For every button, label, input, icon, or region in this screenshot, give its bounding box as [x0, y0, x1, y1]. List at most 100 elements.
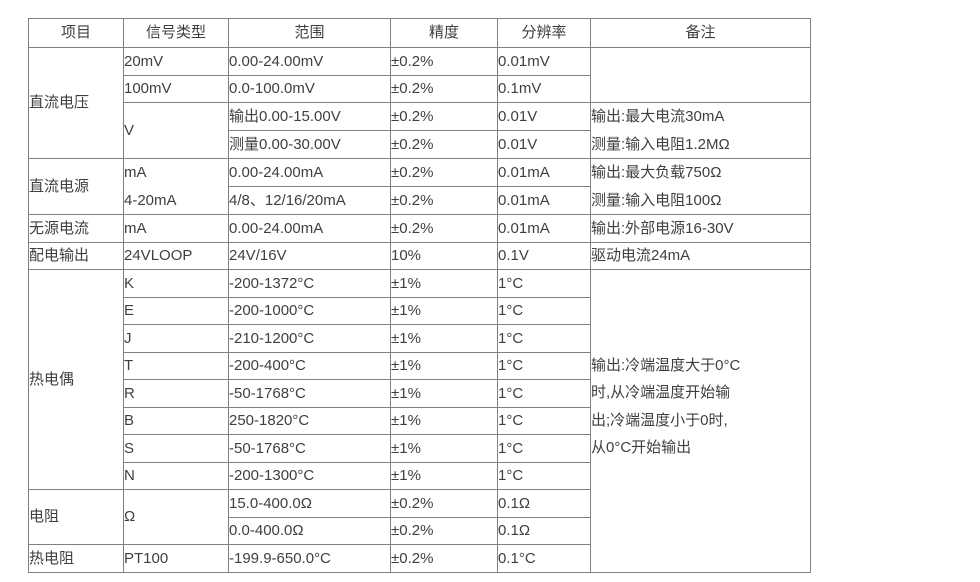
item-cell: 电阻: [28, 489, 124, 545]
resolution-cell: 0.1mV: [497, 74, 591, 103]
accuracy-cell: ±0.2%: [390, 544, 498, 573]
resolution-cell: 1°C: [497, 296, 591, 325]
item-cell: 无源电流: [28, 214, 124, 243]
col-header-range: 范围: [228, 18, 391, 48]
signal-cell: mA: [123, 214, 229, 243]
resolution-cell: 0.01V: [497, 130, 591, 159]
accuracy-cell: ±0.2%: [390, 130, 498, 159]
item-cell: 直流电源: [28, 158, 124, 215]
note-cell: 驱动电流24mA: [590, 241, 811, 270]
signal-cell: 100mV: [123, 74, 229, 103]
range-cell: 15.0-400.0Ω: [228, 489, 391, 518]
range-cell: -200-1300°C: [228, 461, 391, 490]
table-row: 0.0-400.0Ω ±0.2% 0.1Ω: [29, 516, 811, 545]
range-cell: 24V/16V: [228, 241, 391, 270]
item-cell: 热电阻: [28, 544, 124, 573]
range-cell: 0.00-24.00mA: [228, 158, 391, 187]
accuracy-cell: ±0.2%: [390, 102, 498, 131]
note-line: 从0°C开始输出: [591, 439, 692, 457]
resolution-cell: 0.01V: [497, 102, 591, 131]
resolution-cell: 1°C: [497, 434, 591, 463]
accuracy-cell: ±1%: [390, 434, 498, 463]
range-cell: -50-1768°C: [228, 379, 391, 408]
note-line: 时,从冷端温度开始输: [591, 384, 731, 402]
signal-line: mA: [124, 164, 147, 182]
resolution-cell: 0.01mA: [497, 158, 591, 187]
accuracy-cell: ±1%: [390, 269, 498, 298]
signal-cell: S: [123, 434, 229, 463]
signal-cell: mA 4-20mA: [123, 158, 229, 215]
note-line: 输出:冷端温度大于0°C: [591, 356, 741, 374]
col-header-item: 项目: [28, 18, 124, 48]
range-cell: -210-1200°C: [228, 324, 391, 353]
accuracy-cell: 10%: [390, 241, 498, 270]
item-cell: 配电输出: [28, 241, 124, 270]
signal-cell: N: [123, 461, 229, 490]
header-row: 项目 信号类型 范围 精度 分辨率 备注: [28, 18, 811, 48]
table-row: 热电阻 PT100 -199.9-650.0°C ±0.2% 0.1°C: [28, 544, 811, 573]
signal-cell: B: [123, 406, 229, 435]
col-header-accuracy: 精度: [390, 18, 498, 48]
spec-table-container: 项目 信号类型 范围 精度 分辨率 备注 直流电压 20mV 0.00-24.0…: [28, 18, 811, 573]
accuracy-cell: ±1%: [390, 351, 498, 380]
table-row: T -200-400°C ±1% 1°C: [29, 351, 811, 380]
item-cell: 热电偶: [28, 269, 124, 490]
note-cell: 输出:外部电源16-30V: [590, 214, 811, 243]
signal-line: 4-20mA: [124, 191, 177, 209]
signal-cell: J: [123, 324, 229, 353]
resolution-cell: 0.1Ω: [497, 489, 591, 518]
signal-cell: Ω: [123, 489, 229, 545]
signal-cell: T: [123, 351, 229, 380]
col-header-resolution: 分辨率: [497, 18, 591, 48]
range-cell: -200-400°C: [228, 351, 391, 380]
thermocouple-note: 输出:冷端温度大于0°C 时,从冷端温度开始输 出;冷端温度小于0时, 从0°C…: [591, 352, 810, 462]
signal-cell: R: [123, 379, 229, 408]
table-row: V 输出0.00-15.00V ±0.2% 0.01V 输出:最大电流30mA …: [29, 102, 811, 159]
range-cell: 4/8、12/16/20mA: [228, 186, 391, 215]
table-row: 配电输出 24VLOOP 24V/16V 10% 0.1V 驱动电流24mA: [28, 241, 811, 270]
range-cell: 输出0.00-15.00V: [228, 102, 391, 131]
resolution-cell: 1°C: [497, 324, 591, 353]
resolution-cell: 0.01mA: [497, 214, 591, 243]
table-row: S -50-1768°C ±1% 1°C: [29, 434, 811, 463]
range-cell: 0.00-24.00mV: [228, 47, 391, 76]
accuracy-cell: ±1%: [390, 296, 498, 325]
spec-table: 项目 信号类型 范围 精度 分辨率 备注 直流电压 20mV 0.00-24.0…: [28, 18, 811, 573]
resolution-cell: 0.01mA: [497, 186, 591, 215]
table-row: B 250-1820°C ±1% 1°C: [29, 406, 811, 435]
accuracy-cell: ±0.2%: [390, 489, 498, 518]
note-cell: 输出:最大电流30mA 测量:输入电阻1.2MΩ: [590, 102, 811, 159]
range-cell: 0.0-100.0mV: [228, 74, 391, 103]
resolution-cell: 1°C: [497, 461, 591, 490]
range-cell: 0.0-400.0Ω: [228, 516, 391, 545]
range-cell: -199.9-650.0°C: [228, 544, 391, 573]
accuracy-cell: ±1%: [390, 379, 498, 408]
resolution-cell: 1°C: [497, 379, 591, 408]
note-line: 测量:输入电阻100Ω: [591, 191, 722, 209]
signal-cell: 24VLOOP: [123, 241, 229, 270]
resolution-cell: 0.1°C: [497, 544, 591, 573]
note-line: 出;冷端温度小于0时,: [591, 411, 728, 429]
accuracy-cell: ±1%: [390, 461, 498, 490]
note-line: 测量:输入电阻1.2MΩ: [591, 135, 730, 153]
table-row: 直流电压 20mV 0.00-24.00mV ±0.2% 0.01mV: [28, 47, 811, 159]
note-line: 输出:最大负载750Ω: [591, 164, 722, 182]
accuracy-cell: ±1%: [390, 324, 498, 353]
resolution-cell: 0.1V: [497, 241, 591, 270]
note-cell: 输出:最大负载750Ω 测量:输入电阻100Ω: [590, 158, 811, 215]
accuracy-cell: ±0.2%: [390, 186, 498, 215]
range-cell: -200-1000°C: [228, 296, 391, 325]
accuracy-cell: ±0.2%: [390, 516, 498, 545]
table-row: 100mV 0.0-100.0mV ±0.2% 0.1mV: [29, 74, 811, 103]
resolution-cell: 1°C: [497, 269, 591, 298]
note-cell: [590, 47, 811, 103]
table-row: R -50-1768°C ±1% 1°C: [29, 379, 811, 408]
signal-cell: PT100: [123, 544, 229, 573]
accuracy-cell: ±0.2%: [390, 158, 498, 187]
range-cell: 0.00-24.00mA: [228, 214, 391, 243]
table-row: E -200-1000°C ±1% 1°C: [29, 296, 811, 325]
range-cell: -200-1372°C: [228, 269, 391, 298]
resolution-cell: 0.01mV: [497, 47, 591, 76]
col-header-signal: 信号类型: [123, 18, 229, 48]
note-cell: 输出:冷端温度大于0°C 时,从冷端温度开始输 出;冷端温度小于0时, 从0°C…: [590, 269, 811, 573]
